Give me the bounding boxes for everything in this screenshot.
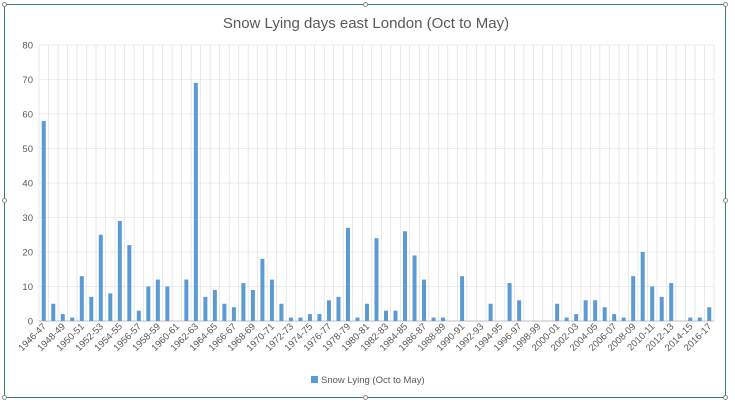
y-axis-ticks: 0 10 20 30 40 50 60 70 80 [22, 41, 33, 328]
bar-1976-77 [326, 300, 331, 321]
bar-1950-51 [79, 276, 84, 321]
resize-handle-middle-left[interactable] [2, 198, 7, 203]
bar-1958-59 [155, 279, 160, 321]
bar-1954-55 [117, 220, 122, 321]
bar-1971-72 [279, 303, 284, 321]
bar-1987-88 [431, 317, 436, 321]
bar-1980-81 [365, 303, 369, 321]
bar-1993-94 [488, 303, 493, 321]
y-tick-label: 80 [22, 41, 33, 52]
bar-1973-74 [298, 317, 303, 321]
y-tick-label: 70 [22, 75, 33, 86]
bar-1959-60 [165, 286, 170, 321]
bar-2015-16 [697, 317, 702, 321]
bar-1985-86 [412, 255, 417, 321]
bar-1983-84 [393, 310, 398, 321]
bar-1975-76 [317, 314, 322, 321]
bar-1947-48 [51, 303, 56, 321]
bar-2012-13 [669, 283, 674, 321]
bar-2011-12 [659, 296, 664, 321]
legend-label: Snow Lying (Oct to May) [321, 375, 425, 386]
bar-2002-03 [574, 314, 579, 321]
bar-1996-97 [517, 300, 522, 321]
bar-1986-87 [422, 279, 427, 321]
bar-1969-70 [260, 258, 265, 321]
bar-2014-15 [688, 317, 693, 321]
bar-1982-83 [384, 310, 388, 321]
bar-1972-73 [288, 317, 293, 321]
bar-1966-67 [231, 307, 236, 321]
resize-handle-bottom-middle[interactable] [363, 395, 368, 400]
bar-1955-56 [127, 245, 132, 321]
bar-1949-50 [70, 317, 75, 321]
y-tick-label: 10 [22, 282, 33, 293]
bar-1968-69 [250, 289, 255, 321]
bar-1967-68 [241, 283, 246, 321]
bar-1979-80 [355, 317, 360, 321]
bar-2003-04 [583, 300, 588, 321]
bar-1988-89 [441, 317, 446, 321]
bar-2006-07 [612, 314, 617, 321]
x-axis-ticks: 1946-471948-491950-511952-531954-551956-… [16, 321, 714, 353]
bar-1951-52 [89, 296, 94, 321]
legend-swatch [311, 376, 318, 383]
bar-1970-71 [269, 279, 274, 321]
bar-1984-85 [403, 231, 408, 321]
resize-handle-middle-right[interactable] [723, 198, 728, 203]
bar-1964-65 [212, 289, 217, 321]
bar-1962-63 [193, 82, 198, 321]
bar-1977-78 [336, 296, 341, 321]
y-tick-label: 60 [22, 110, 33, 121]
y-tick-label: 50 [22, 144, 33, 155]
y-tick-label: 40 [22, 179, 33, 190]
bars [41, 82, 712, 322]
bar-1952-53 [98, 234, 103, 321]
legend: Snow Lying (Oct to May) [311, 375, 425, 386]
bar-1990-91 [460, 276, 465, 321]
bar-2004-05 [593, 300, 598, 321]
bar-1953-54 [108, 293, 113, 321]
bar-1946-47 [41, 120, 46, 322]
bar-2000-01 [555, 303, 560, 321]
bar-2009-10 [640, 252, 645, 321]
bar-2005-06 [602, 307, 607, 321]
bar-1981-82 [374, 238, 379, 321]
chart-title: Snow Lying days east London (Oct to May) [223, 15, 509, 32]
bar-1965-66 [222, 303, 227, 321]
bar-1963-64 [203, 296, 208, 321]
bar-1974-75 [307, 314, 312, 321]
bar-2016-17 [707, 307, 712, 321]
resize-handle-top-left[interactable] [2, 2, 7, 7]
bar-1995-96 [507, 283, 512, 321]
resize-handle-bottom-right[interactable] [723, 395, 728, 400]
bar-1948-49 [60, 314, 65, 321]
bar-1961-62 [184, 279, 189, 321]
bar-2001-02 [564, 317, 569, 321]
bar-2008-09 [631, 276, 636, 321]
bar-1957-58 [146, 286, 151, 321]
resize-handle-bottom-left[interactable] [2, 395, 7, 400]
resize-handle-top-right[interactable] [723, 2, 728, 7]
y-tick-label: 0 [28, 317, 33, 328]
chart-area[interactable]: Snow Lying days east London (Oct to May)… [4, 4, 726, 398]
y-tick-label: 30 [22, 213, 33, 224]
y-tick-label: 20 [22, 248, 33, 259]
snow-lying-bar-chart: Snow Lying days east London (Oct to May)… [16, 15, 714, 386]
bar-2010-11 [650, 286, 655, 321]
bar-2007-08 [621, 317, 626, 321]
resize-handle-top-middle[interactable] [363, 2, 368, 7]
bar-1978-79 [345, 227, 350, 321]
bar-1956-57 [136, 310, 141, 321]
